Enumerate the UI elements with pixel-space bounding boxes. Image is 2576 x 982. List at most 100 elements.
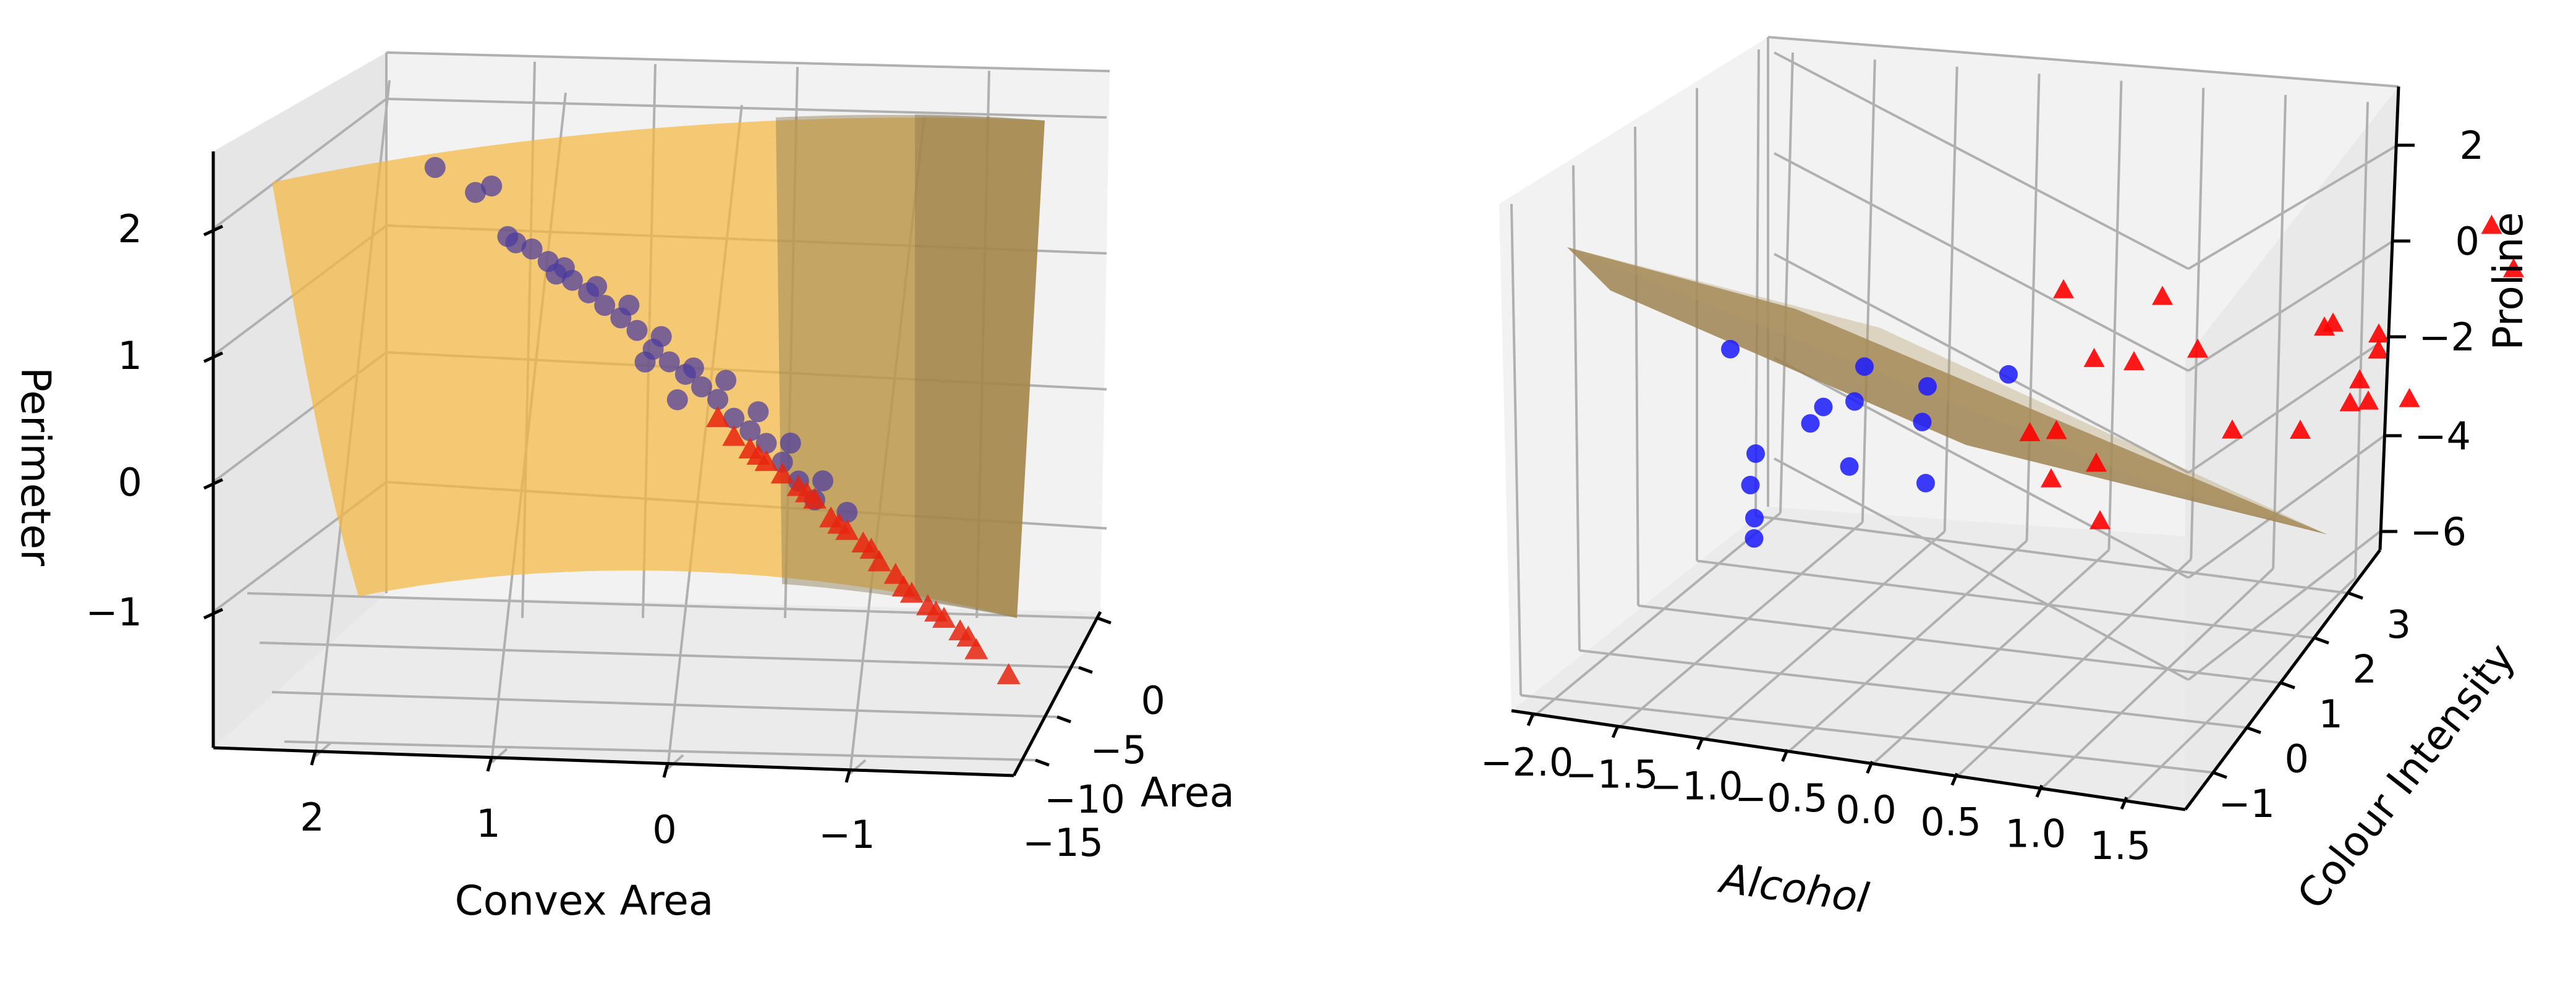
right-x-gridline-back [1861,59,1876,523]
left-class-b-point [924,600,948,622]
left-y-tickmark [1097,616,1112,625]
left-y-gridline [284,740,1036,761]
left-y-tickmark [1056,715,1071,724]
right-x-tickmark [1611,725,1620,739]
right-class-b-point [2481,214,2502,234]
right-y-gridline-floor [1579,649,2248,729]
right-class-a-point [1913,412,1932,431]
left-x-tickmark [844,768,852,783]
left-class-a-point [521,238,543,260]
left-y-tick-label: −5 [1090,727,1147,772]
left-class-a-point [682,357,704,379]
right-class-b-point [2503,258,2524,277]
right-y-tick-label: 1 [2319,692,2343,737]
right-x-gridline-back [1779,52,1794,514]
left-class-b-point [770,462,794,484]
right-x-tick-label: 0.0 [1835,787,1897,832]
left-class-a-point [505,232,527,253]
right-z-axis-label: Proline [2485,212,2532,350]
left-x-axis-label: Convex Area [455,877,714,925]
left-class-b-point [722,425,746,446]
right-x-tickmark [1526,713,1535,726]
right-x-gridline-back [1943,66,1958,532]
right-z-tick-label: 0 [2455,219,2480,264]
right-class-a-point [1916,473,1935,493]
left-z-tickmark [203,351,224,363]
right-class-b-point [2368,339,2389,359]
left-class-a-point [618,294,640,316]
right-points [1721,214,2524,548]
right-y-tickmark [2315,637,2329,645]
right-y-gridline-floor [1696,559,2316,640]
right-y-gridline-side [1572,165,1581,651]
left-class-a-point [707,389,729,410]
left-y-spine [1012,611,1102,777]
left-y-tickmark [1035,758,1050,767]
right-x-gridline-floor [1787,540,2028,754]
right-x-tick-label: −2.0 [1481,740,1574,785]
right-grid [1510,36,2399,802]
left-3d-plot: 210−12 1 0 −10−5−10−15 Convex Area Area Per… [12,51,1235,925]
right-y-tick-label: 3 [2387,602,2411,647]
right-class-a-point [1801,414,1820,433]
right-x-tick-label: 0.5 [1920,799,1981,844]
right-x-axis-label: Alcohol [1715,854,1872,922]
right-x-tickmark [2120,797,2128,810]
left-ticks: 210−12 1 0 −10−5−10−15 [86,206,1165,865]
right-class-b-point [2053,279,2074,298]
right-class-b-point [2083,347,2105,367]
left-x-gridline-floor [314,742,332,758]
right-class-b-point [2187,338,2208,358]
left-class-b-point [794,481,818,502]
right-z-tick-label: −4 [2415,413,2471,459]
left-y-gridline [259,641,1079,669]
right-decision-plane [1567,247,2327,535]
left-x-tickmark [486,757,493,772]
right-class-b-point [2339,392,2361,412]
right-x-tickmark [2035,784,2044,798]
right-class-a-point [1999,365,2018,384]
left-z-tick-label: −1 [86,590,142,635]
right-x-tickmark [1950,772,1959,786]
right-x-tick-label: 1.5 [2090,823,2151,868]
right-y-axis-label: Colour Intensity [2288,635,2524,918]
right-y-spine [2184,549,2381,811]
left-class-b-point [997,663,1021,685]
right-x-tick-label: −1.0 [1650,764,1743,809]
left-class-a-point [780,433,801,454]
left-class-b-point [964,638,988,659]
right-class-a-point [1918,377,1937,396]
left-class-a-point [691,376,712,397]
right-z-gridline-back [1774,253,2189,474]
left-class-a-point [634,351,656,373]
right-class-b-point [2046,420,2067,439]
right-y-tick-label: 0 [2285,737,2309,782]
right-class-b-point [2086,452,2107,472]
right-3d-plot: −2.0−1.5−1.0−0.5 0.0 0.5 1.0 1.5−1012320−2−4… [1481,36,2532,923]
left-class-a-point [481,175,503,197]
right-y-tick-label: 2 [2353,647,2377,692]
right-x-gridline-floor [1617,521,1864,730]
left-class-a-point [715,370,737,391]
right-class-b-point [2349,369,2370,389]
right-x-gridline-back [2025,74,2041,541]
right-x-tickmark [1781,748,1789,762]
left-class-b-point [706,406,730,428]
left-z-tick-label: 2 [118,206,142,252]
left-z-tickmark [203,478,224,490]
left-floor-pane [213,593,1100,776]
right-z-gridline [2187,434,2386,579]
left-class-b-point [956,625,980,647]
left-class-b-point [883,562,908,584]
right-class-a-point [1721,340,1740,358]
right-y-tickmark [2213,771,2227,779]
left-x-tickmark [662,763,670,778]
right-y-tickmark [2247,726,2261,734]
right-z-tick-label: −6 [2410,509,2467,554]
right-z-tick-label: −2 [2419,315,2475,360]
right-class-a-point [1840,457,1859,476]
right-class-a-point [1745,529,1764,548]
right-class-a-point [1741,475,1760,494]
left-points [424,157,1021,685]
left-class-b-point [827,512,851,534]
